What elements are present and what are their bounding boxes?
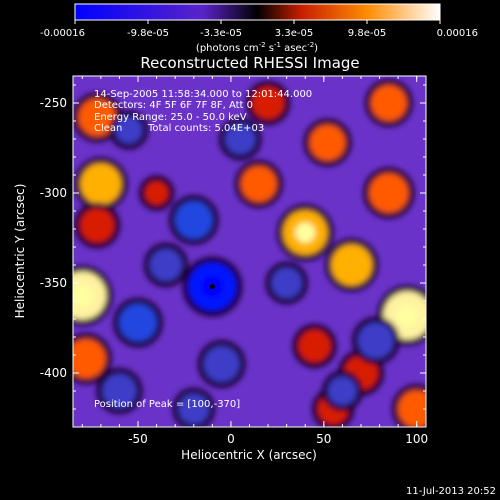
field-blob <box>369 173 409 213</box>
colorbar-tick-label: 9.8e-05 <box>348 28 386 39</box>
peak-position-label: Position of Peak = [100,-370] <box>94 399 240 410</box>
field-blob <box>203 346 240 382</box>
field-blob <box>331 244 373 286</box>
y-axis-label: Heliocentric Y (arcsec) <box>13 184 27 319</box>
field-blob <box>78 98 116 137</box>
field-blob <box>370 85 407 121</box>
x-tick-label: 0 <box>227 432 235 446</box>
colorbar-gradient <box>74 3 441 21</box>
annotation-block: 14-Sep-2005 11:58:34.000 to 12:01:44.000… <box>94 89 312 134</box>
annotation-energy: Energy Range: 25.0 - 50.0 keV <box>94 112 247 123</box>
colorbar-ticks: -0.00016 -9.8e-05 -3.3e-05 3.3e-05 9.8e-05 0.… <box>40 20 478 39</box>
annotation-counts: Total counts: 5.04E+03 <box>147 123 264 134</box>
x-tick-label: -50 <box>128 432 148 446</box>
footer-date: 11-Jul-2013 20:52 <box>406 486 496 497</box>
field-blob-core <box>73 284 94 307</box>
x-tick-label: 100 <box>405 432 428 446</box>
y-tick-label: -400 <box>40 366 67 380</box>
colorbar-tick-label: -3.3e-05 <box>200 28 242 39</box>
field-blob <box>175 201 213 239</box>
field-blob <box>271 267 302 299</box>
annotation-time: 14-Sep-2005 11:58:34.000 to 12:01:44.000 <box>94 89 312 100</box>
y-tick-label: -300 <box>40 186 67 200</box>
annotation-detectors: Detectors: 4F 5F 6F 7F 8F, Att 0 <box>94 100 253 111</box>
field-blob <box>178 393 210 425</box>
field-blob <box>298 329 331 363</box>
field-blob <box>119 303 157 342</box>
field-blob <box>144 181 169 205</box>
chart-title: Reconstructed RHESSI Image <box>140 54 359 72</box>
field-blob <box>224 123 256 155</box>
field-blob <box>397 390 426 427</box>
colorbar-tick-label: -9.8e-05 <box>127 28 169 39</box>
y-tick-label: -250 <box>40 96 67 110</box>
field-blob <box>80 208 115 243</box>
colorbar-tick-label: -0.00016 <box>40 28 85 39</box>
field-blob <box>357 322 394 359</box>
field-blob-core <box>295 222 316 243</box>
field-blob <box>328 376 357 406</box>
field-blob <box>251 86 285 120</box>
colorbar-tick-label: 0.00016 <box>437 28 478 39</box>
x-axis: -50 0 50 100 <box>81 76 428 446</box>
x-tick-label: 50 <box>316 432 331 446</box>
colorbar-tick-label: 3.3e-05 <box>275 28 313 39</box>
colorbar: -0.00016 -9.8e-05 -3.3e-05 3.3e-05 9.8e-05 0.… <box>40 3 478 54</box>
field-blob <box>102 374 137 408</box>
plot-area <box>73 76 426 427</box>
y-tick-label: -350 <box>40 276 67 290</box>
minimum-marker <box>209 284 215 290</box>
field-blob <box>309 124 346 161</box>
field-blob <box>73 338 106 379</box>
field-blob <box>115 116 143 144</box>
field-blob <box>80 163 122 205</box>
annotation-clean: Clean <box>94 123 122 134</box>
colorbar-unit-label: (photons cm-2 s-1 asec-2) <box>196 41 318 54</box>
field-blob-core <box>396 304 419 327</box>
y-axis: -250 -300 -350 -400 <box>40 84 426 410</box>
field-blob <box>149 248 183 282</box>
intensity-field <box>73 79 426 427</box>
field-blob <box>240 166 277 202</box>
x-axis-label: Heliocentric X (arcsec) <box>181 448 317 462</box>
